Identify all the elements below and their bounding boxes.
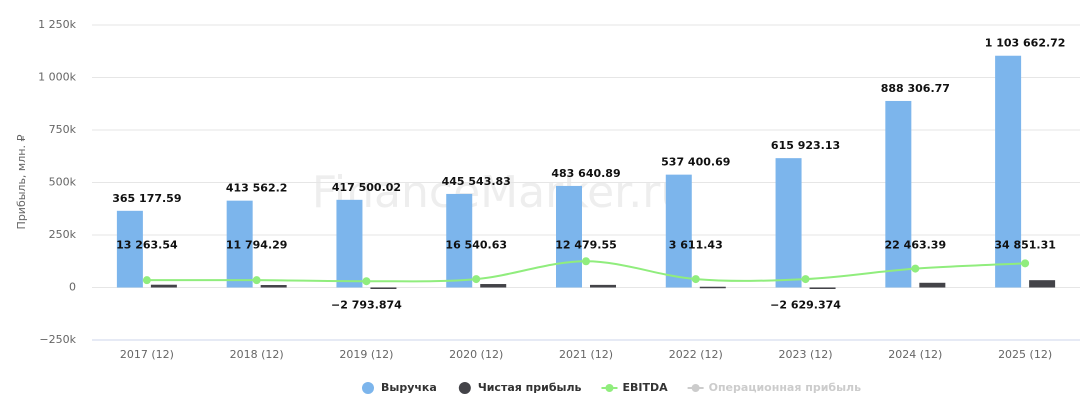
bar bbox=[590, 284, 616, 288]
data-label: 888 306.77 bbox=[881, 82, 950, 95]
bar bbox=[446, 193, 473, 288]
legend-item[interactable]: Чистая прибыль bbox=[478, 381, 582, 394]
y-tick-label: 250k bbox=[49, 228, 77, 241]
legend-symbol[interactable] bbox=[605, 384, 614, 392]
bar bbox=[150, 284, 177, 288]
y-tick-label: 500k bbox=[49, 176, 77, 189]
bar bbox=[116, 210, 143, 288]
line-point bbox=[142, 276, 151, 285]
line-point bbox=[1021, 259, 1030, 268]
bar bbox=[370, 287, 397, 289]
legend-symbol[interactable] bbox=[691, 384, 700, 392]
bar bbox=[919, 282, 946, 288]
data-label: 413 562.2 bbox=[226, 182, 288, 195]
bar bbox=[995, 55, 1022, 288]
y-tick-label: 1 250k bbox=[38, 18, 76, 31]
bar bbox=[336, 199, 363, 288]
bar bbox=[260, 285, 287, 288]
bar bbox=[809, 287, 836, 289]
data-label: 3 611.43 bbox=[669, 239, 723, 252]
y-tick-label: 0 bbox=[69, 281, 76, 294]
data-label: 365 177.59 bbox=[112, 192, 181, 205]
x-tick-label: 2019 (12) bbox=[339, 348, 393, 361]
bar bbox=[480, 284, 507, 288]
line-point bbox=[582, 257, 590, 266]
bar bbox=[226, 200, 253, 288]
line-point bbox=[801, 275, 810, 284]
bar bbox=[775, 158, 802, 288]
y-tick-label: −250k bbox=[39, 333, 76, 346]
x-tick-label: 2025 (12) bbox=[998, 348, 1052, 361]
x-tick-label: 2024 (12) bbox=[888, 348, 942, 361]
data-label: 445 543.83 bbox=[442, 175, 511, 188]
x-tick-label: 2017 (12) bbox=[120, 348, 174, 361]
line-point bbox=[362, 277, 371, 286]
line-point bbox=[252, 276, 261, 285]
y-tick-label: 1 000k bbox=[38, 71, 76, 84]
data-label: 1 103 662.72 bbox=[985, 37, 1066, 50]
line-point bbox=[911, 264, 920, 273]
data-label: 22 463.39 bbox=[885, 239, 947, 252]
data-label: 16 540.63 bbox=[445, 239, 507, 252]
bar bbox=[665, 174, 692, 288]
data-label: 615 923.13 bbox=[771, 139, 840, 152]
legend-item[interactable]: Операционная прибыль bbox=[709, 381, 862, 394]
data-label: 11 794.29 bbox=[226, 239, 288, 252]
x-tick-label: 2020 (12) bbox=[449, 348, 503, 361]
bar bbox=[556, 185, 582, 288]
legend-item[interactable]: Выручка bbox=[381, 381, 437, 394]
data-label: 417 500.02 bbox=[332, 181, 401, 194]
legend-symbol[interactable] bbox=[458, 382, 471, 394]
x-tick-label: 2018 (12) bbox=[230, 348, 284, 361]
watermark: FinanceMarker.ru bbox=[312, 167, 688, 218]
x-tick-label: 2021 (12) bbox=[559, 348, 613, 361]
bar bbox=[699, 286, 726, 289]
legend-item[interactable]: EBITDA bbox=[622, 381, 668, 394]
line-point bbox=[472, 275, 481, 284]
y-axis-label: Прибыль, млн. ₽ bbox=[15, 135, 28, 230]
data-label: 12 479.55 bbox=[555, 239, 617, 252]
line-point bbox=[691, 275, 700, 284]
data-label: 483 640.89 bbox=[551, 167, 620, 180]
x-tick-label: 2023 (12) bbox=[779, 348, 833, 361]
legend-symbol[interactable] bbox=[362, 382, 374, 394]
y-tick-label: 750k bbox=[49, 123, 77, 136]
data-label: 34 851.31 bbox=[994, 239, 1056, 252]
data-label: −2 629.374 bbox=[770, 299, 841, 312]
bar bbox=[885, 100, 912, 288]
data-label: 13 263.54 bbox=[116, 239, 178, 252]
data-label: 537 400.69 bbox=[661, 156, 730, 169]
x-tick-label: 2022 (12) bbox=[669, 348, 723, 361]
bar bbox=[1029, 280, 1056, 288]
data-label: −2 793.874 bbox=[331, 299, 402, 312]
